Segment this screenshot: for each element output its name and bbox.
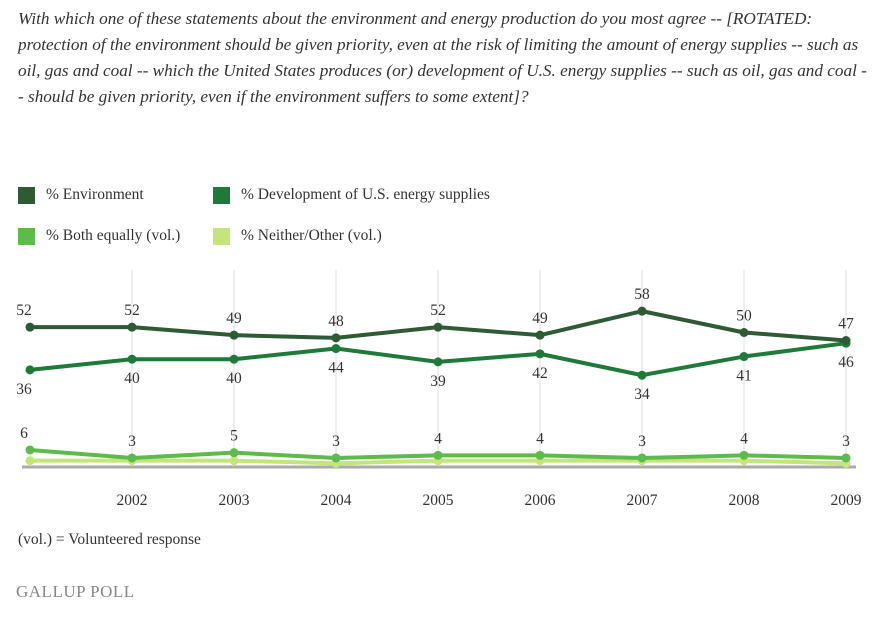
data-label: 4	[434, 430, 442, 447]
data-point	[229, 448, 239, 458]
data-point	[127, 354, 137, 364]
data-label: 48	[328, 313, 344, 330]
data-label: 36	[16, 381, 32, 398]
data-label: 3	[332, 433, 340, 450]
data-label: 52	[16, 302, 32, 319]
question-text: With which one of these statements about…	[18, 9, 867, 106]
data-point	[535, 450, 545, 460]
data-point	[25, 445, 35, 455]
data-point	[127, 322, 137, 332]
data-label: 3	[842, 433, 850, 450]
data-point	[739, 328, 749, 337]
data-label: 5	[230, 428, 238, 445]
data-point	[841, 336, 851, 346]
x-tick-label: 2004	[321, 492, 352, 509]
data-point	[637, 306, 647, 316]
data-label: 49	[532, 310, 548, 327]
legend-item-both: % Both equally (vol.)	[18, 227, 180, 245]
legend-label: % Development of U.S. energy supplies	[241, 186, 490, 203]
data-label: 3	[128, 433, 136, 450]
legend-label: % Both equally (vol.)	[46, 227, 181, 244]
data-label: 52	[124, 302, 140, 319]
x-tick-label: 2005	[423, 492, 454, 509]
data-point	[25, 322, 35, 332]
data-point	[25, 365, 35, 375]
data-point	[433, 357, 443, 367]
data-label: 39	[430, 373, 446, 390]
data-label: 42	[532, 365, 548, 382]
footnote: (vol.) = Volunteered response	[18, 531, 201, 548]
data-point	[535, 349, 545, 359]
x-tick-label: 2002	[117, 492, 148, 509]
data-label: 41	[736, 368, 752, 385]
legend-swatch	[213, 186, 230, 204]
data-label: 50	[736, 308, 752, 325]
data-label: 47	[838, 316, 854, 333]
x-tick-label: 2003	[219, 492, 250, 509]
x-tick-label: 2009	[831, 492, 862, 509]
legend-item-environment: % Environment	[18, 186, 144, 204]
data-point	[229, 354, 239, 364]
data-point	[535, 330, 545, 340]
data-point	[229, 456, 239, 466]
data-label: 3	[638, 433, 646, 450]
data-label: 52	[430, 302, 446, 319]
data-point	[739, 352, 749, 362]
legend-item-development: % Development of U.S. energy supplies	[213, 186, 490, 204]
data-point	[229, 330, 239, 340]
legend-swatch	[18, 186, 35, 204]
gallup-logo: GALLUP POLL	[16, 582, 135, 601]
data-label: 49	[226, 310, 242, 327]
legend-swatch	[213, 227, 230, 245]
legend-item-neither: % Neither/Other (vol.)	[213, 227, 382, 245]
data-label: 44	[328, 360, 344, 377]
data-point	[637, 370, 647, 380]
data-label: 58	[634, 286, 650, 303]
data-label: 34	[634, 386, 650, 403]
data-label: 4	[740, 430, 748, 447]
data-point	[433, 322, 443, 332]
data-point	[25, 456, 35, 466]
x-tick-label: 2007	[627, 492, 658, 509]
data-label: 46	[838, 354, 854, 371]
legend-label: % Environment	[46, 186, 144, 203]
data-point	[331, 453, 341, 463]
data-point	[637, 453, 647, 463]
data-label: 40	[124, 370, 140, 387]
data-point	[433, 450, 443, 460]
data-point	[739, 450, 749, 460]
data-point	[127, 453, 137, 463]
data-label: 40	[226, 370, 242, 387]
data-point	[331, 344, 341, 354]
data-label: 6	[20, 425, 28, 442]
data-point	[841, 453, 851, 463]
x-tick-label: 2006	[525, 492, 556, 509]
data-point	[331, 333, 341, 343]
x-tick-label: 2008	[729, 492, 760, 509]
legend-label: % Neither/Other (vol.)	[241, 227, 382, 244]
data-label: 4	[536, 430, 544, 447]
legend-swatch	[18, 227, 35, 245]
